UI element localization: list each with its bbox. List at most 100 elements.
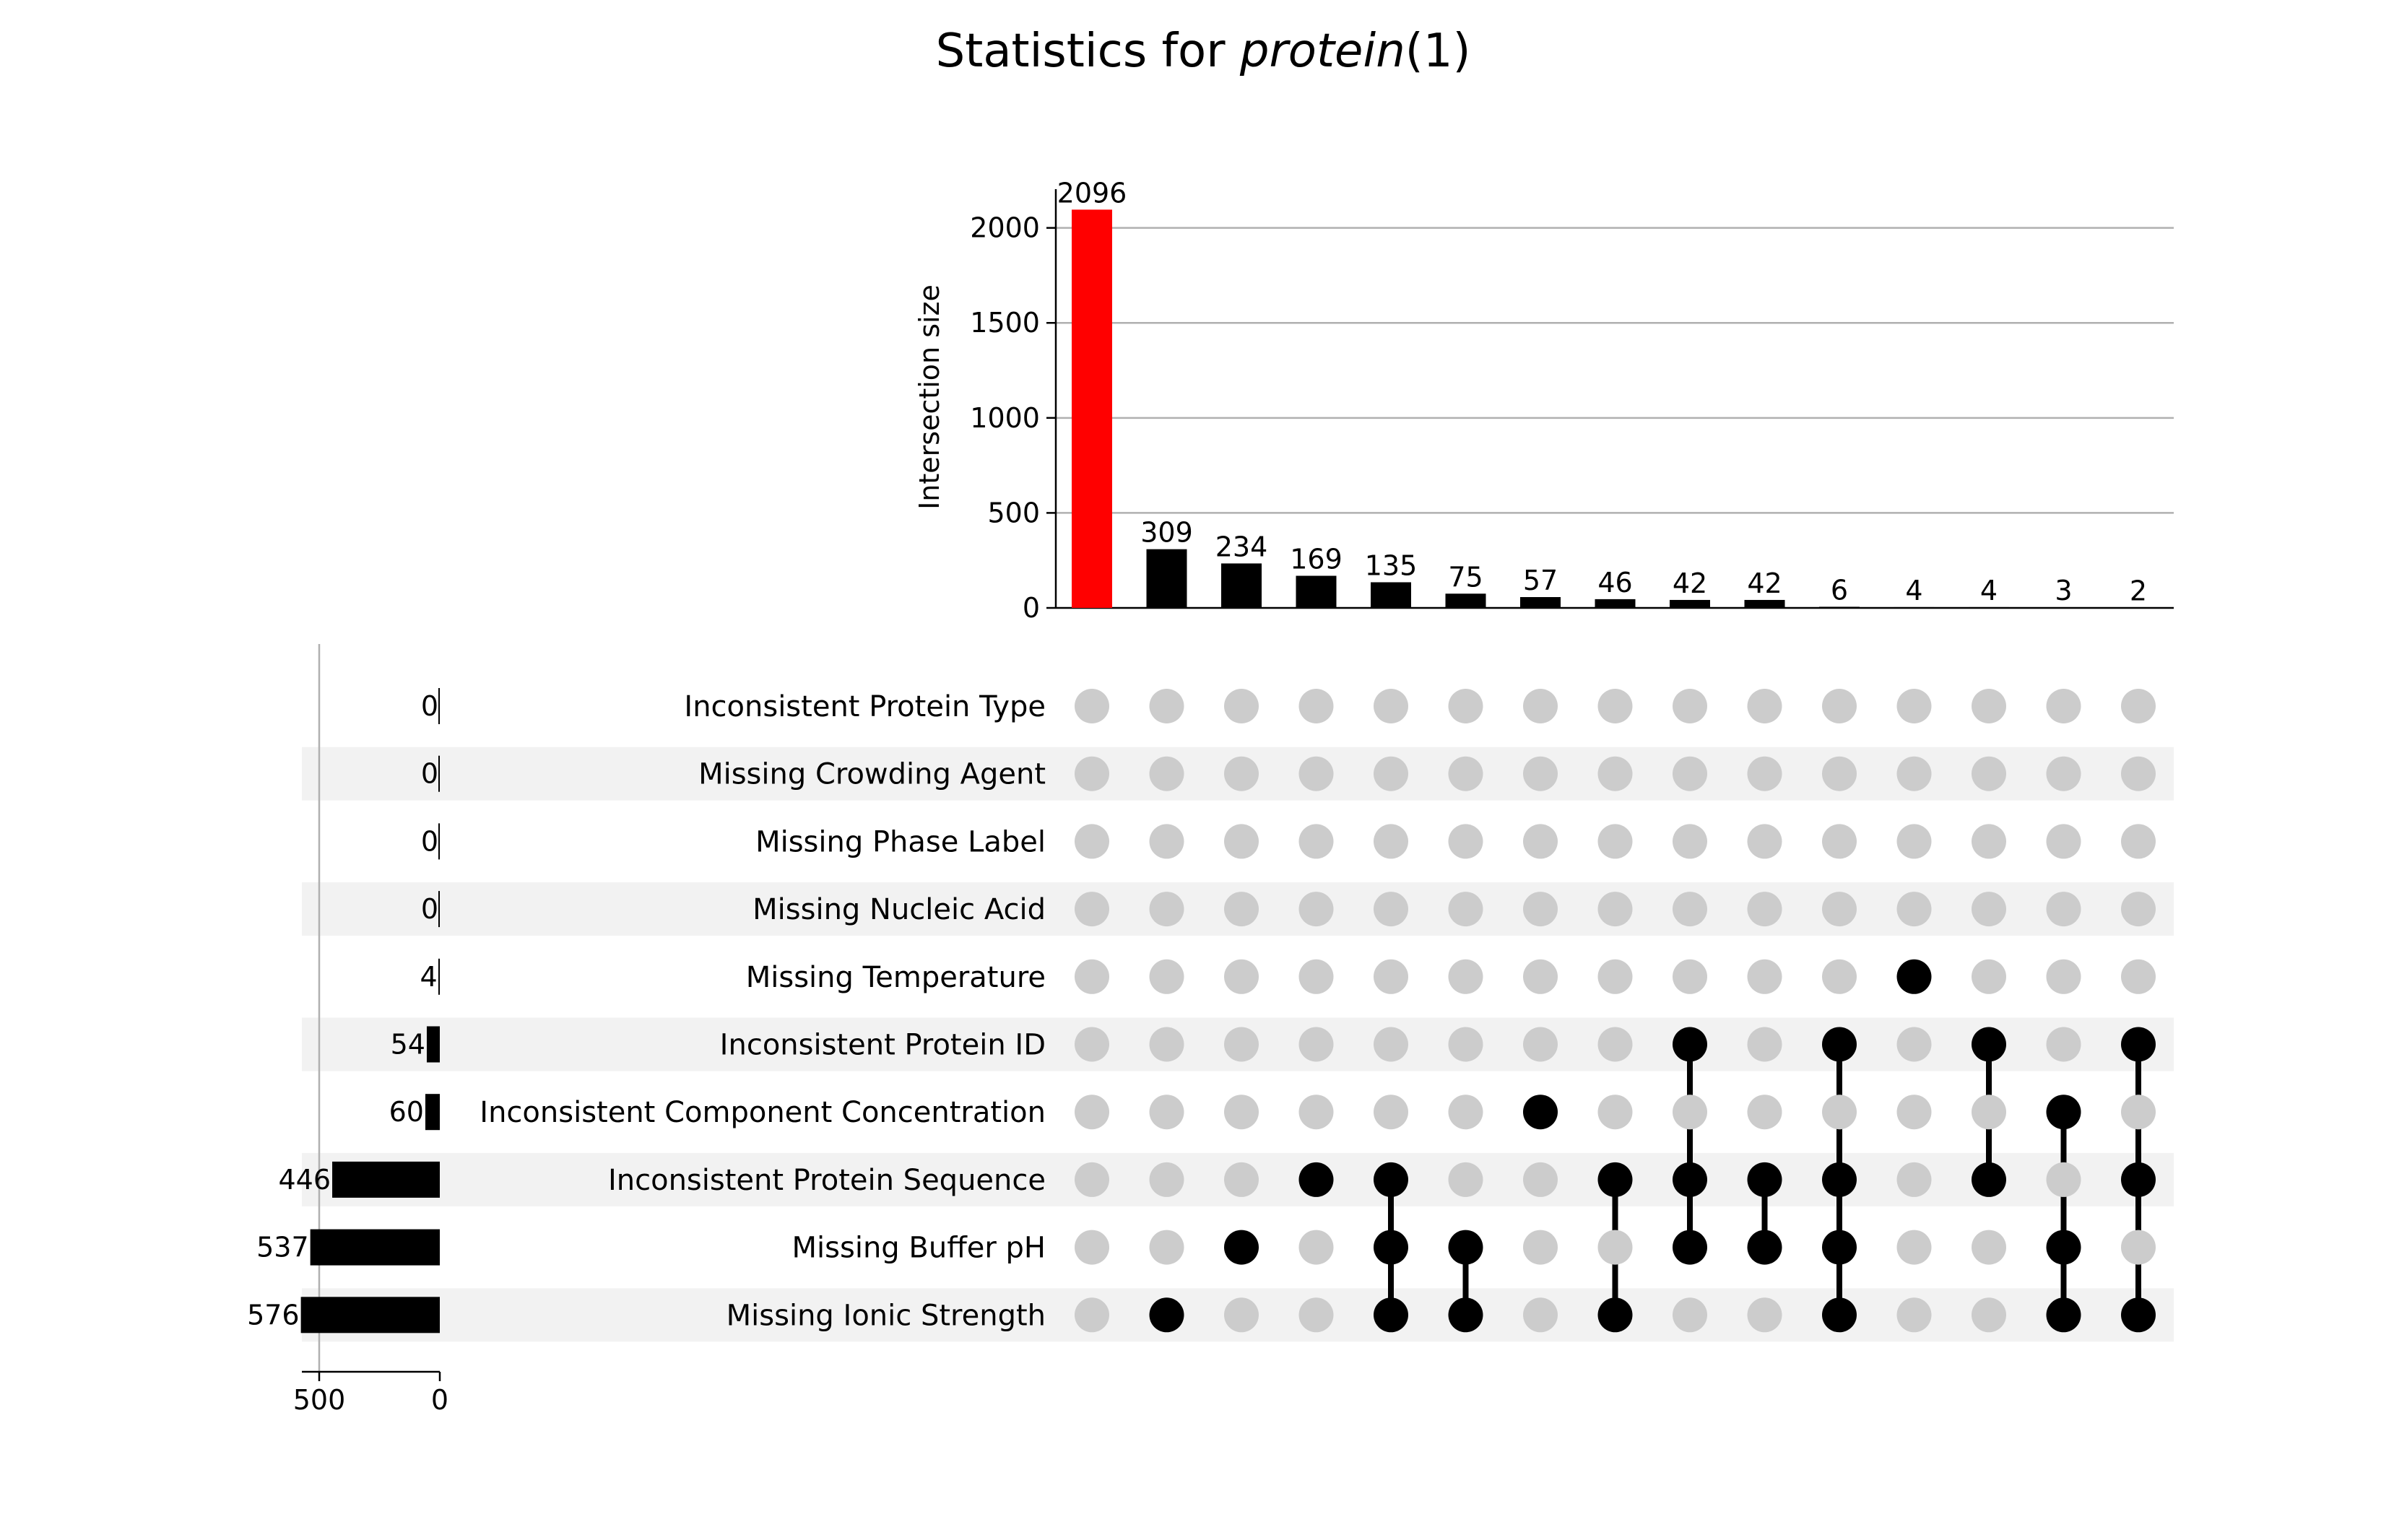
matrix-dot-active	[1448, 1297, 1483, 1333]
intersection-bar-label: 2	[2130, 575, 2147, 606]
set-size-bar	[332, 1161, 440, 1198]
matrix-dot-active	[1374, 1230, 1408, 1265]
matrix-dot-active	[1822, 1230, 1857, 1265]
chart-title: Statistics for protein(1)	[936, 25, 1471, 78]
matrix-dot-inactive	[1224, 1297, 1259, 1333]
matrix-dot-inactive	[1448, 959, 1483, 994]
intersection-bar	[1146, 549, 1187, 608]
set-label: Missing Nucleic Acid	[753, 893, 1046, 926]
set-size-label: 537	[256, 1232, 309, 1263]
matrix-dot-inactive	[2121, 756, 2156, 791]
matrix-dot-inactive	[1673, 824, 1707, 859]
matrix-dot-inactive	[1673, 756, 1707, 791]
matrix-dot-inactive	[1597, 1095, 1633, 1130]
matrix-dot-inactive	[1298, 959, 1334, 994]
matrix-dot-inactive	[1075, 892, 1109, 927]
matrix-dot-inactive	[1523, 959, 1558, 994]
matrix-dot-inactive	[1597, 1027, 1633, 1062]
matrix-dot-inactive	[2121, 1230, 2156, 1265]
matrix-dot-inactive	[1448, 1027, 1483, 1062]
y-tick-label: 0	[1023, 592, 1040, 624]
membership-matrix	[1075, 689, 2156, 1333]
set-size-label: 446	[279, 1164, 331, 1196]
set-size-bar	[438, 688, 440, 724]
matrix-dot-inactive	[1224, 959, 1259, 994]
matrix-dot-inactive	[1896, 1027, 1932, 1062]
matrix-dot-inactive	[1298, 892, 1334, 927]
matrix-dot-inactive	[1597, 824, 1633, 859]
matrix-dot-inactive	[1448, 756, 1483, 791]
matrix-dot-inactive	[1075, 1162, 1109, 1197]
matrix-dot-active	[1673, 1162, 1707, 1197]
matrix-dot-inactive	[1075, 1230, 1109, 1265]
intersection-bar-label: 42	[1747, 567, 1782, 599]
matrix-dot-inactive	[1673, 1297, 1707, 1333]
intersection-bar	[2043, 607, 2084, 608]
matrix-dot-inactive	[1149, 892, 1184, 927]
intersection-bar-label: 2096	[1057, 177, 1127, 209]
matrix-dot-inactive	[2121, 892, 2156, 927]
set-size-label: 54	[391, 1029, 425, 1061]
matrix-dot-inactive	[1822, 959, 1857, 994]
matrix-dot-inactive	[1673, 959, 1707, 994]
matrix-dot-active	[1374, 1162, 1408, 1197]
matrix-dot-active	[2121, 1162, 2156, 1197]
set-label: Inconsistent Protein Sequence	[608, 1164, 1046, 1197]
matrix-dot-inactive	[1298, 1095, 1334, 1130]
matrix-dot-active	[1298, 1162, 1334, 1197]
x-tick-label: 500	[293, 1384, 346, 1416]
matrix-dot-inactive	[2046, 824, 2081, 859]
matrix-dot-active	[1597, 1162, 1633, 1197]
matrix-dot-active	[1972, 1162, 2006, 1197]
matrix-dot-inactive	[1523, 756, 1558, 791]
matrix-dot-inactive	[1822, 756, 1857, 791]
matrix-dot-inactive	[1075, 824, 1109, 859]
intersection-bar-label: 309	[1140, 517, 1193, 549]
set-label: Missing Temperature	[746, 961, 1046, 994]
matrix-dot-active	[2121, 1027, 2156, 1062]
matrix-dot-inactive	[1298, 1027, 1334, 1062]
set-label: Inconsistent Protein ID	[720, 1029, 1046, 1062]
title-italic: protein	[1239, 25, 1405, 78]
set-size-label: 0	[421, 825, 438, 857]
matrix-dot-inactive	[1747, 959, 1782, 994]
intersection-bar	[1371, 582, 1411, 608]
set-label: Missing Ionic Strength	[727, 1299, 1046, 1332]
matrix-dot-inactive	[1747, 689, 1782, 723]
matrix-dot-inactive	[1747, 1027, 1782, 1062]
matrix-dot-active	[1822, 1297, 1857, 1333]
set-size-bar	[438, 958, 440, 995]
matrix-dot-inactive	[1523, 689, 1558, 723]
matrix-dot-inactive	[2046, 1162, 2081, 1197]
matrix-dot-inactive	[1747, 756, 1782, 791]
matrix-dot-inactive	[1896, 1297, 1932, 1333]
matrix-dot-inactive	[2121, 689, 2156, 723]
matrix-dot-active	[1747, 1230, 1782, 1265]
matrix-dot-inactive	[1149, 1230, 1184, 1265]
matrix-dot-inactive	[1822, 1095, 1857, 1130]
set-size-label: 0	[421, 758, 438, 790]
matrix-dot-inactive	[1523, 1162, 1558, 1197]
matrix-dot-inactive	[1224, 1162, 1259, 1197]
matrix-dot-inactive	[1896, 892, 1932, 927]
matrix-dot-inactive	[1149, 1095, 1184, 1130]
set-size-label: 0	[421, 690, 438, 722]
matrix-dot-active	[1972, 1027, 2006, 1062]
y-axis-label: Intersection size	[914, 284, 945, 510]
intersection-bar-label: 3	[2055, 575, 2072, 606]
matrix-dot-inactive	[1747, 1095, 1782, 1130]
intersection-bar	[1296, 575, 1337, 608]
matrix-dot-inactive	[1673, 689, 1707, 723]
intersection-bar	[1819, 606, 1860, 608]
y-tick-label: 2000	[970, 212, 1040, 244]
matrix-dot-inactive	[1523, 1027, 1558, 1062]
matrix-dot-active	[1448, 1230, 1483, 1265]
matrix-dot-inactive	[1224, 1027, 1259, 1062]
intersection-bar-label: 234	[1215, 531, 1268, 562]
intersection-bar-label: 4	[1905, 575, 1922, 606]
intersection-bars: 2096 309 234 169 135 75 57 46 42 42 6 4 4 3 2	[1057, 177, 2159, 608]
set-size-bar	[438, 755, 440, 792]
matrix-dot-inactive	[1149, 756, 1184, 791]
matrix-dot-active	[1822, 1162, 1857, 1197]
y-tick-label: 1500	[970, 307, 1040, 339]
